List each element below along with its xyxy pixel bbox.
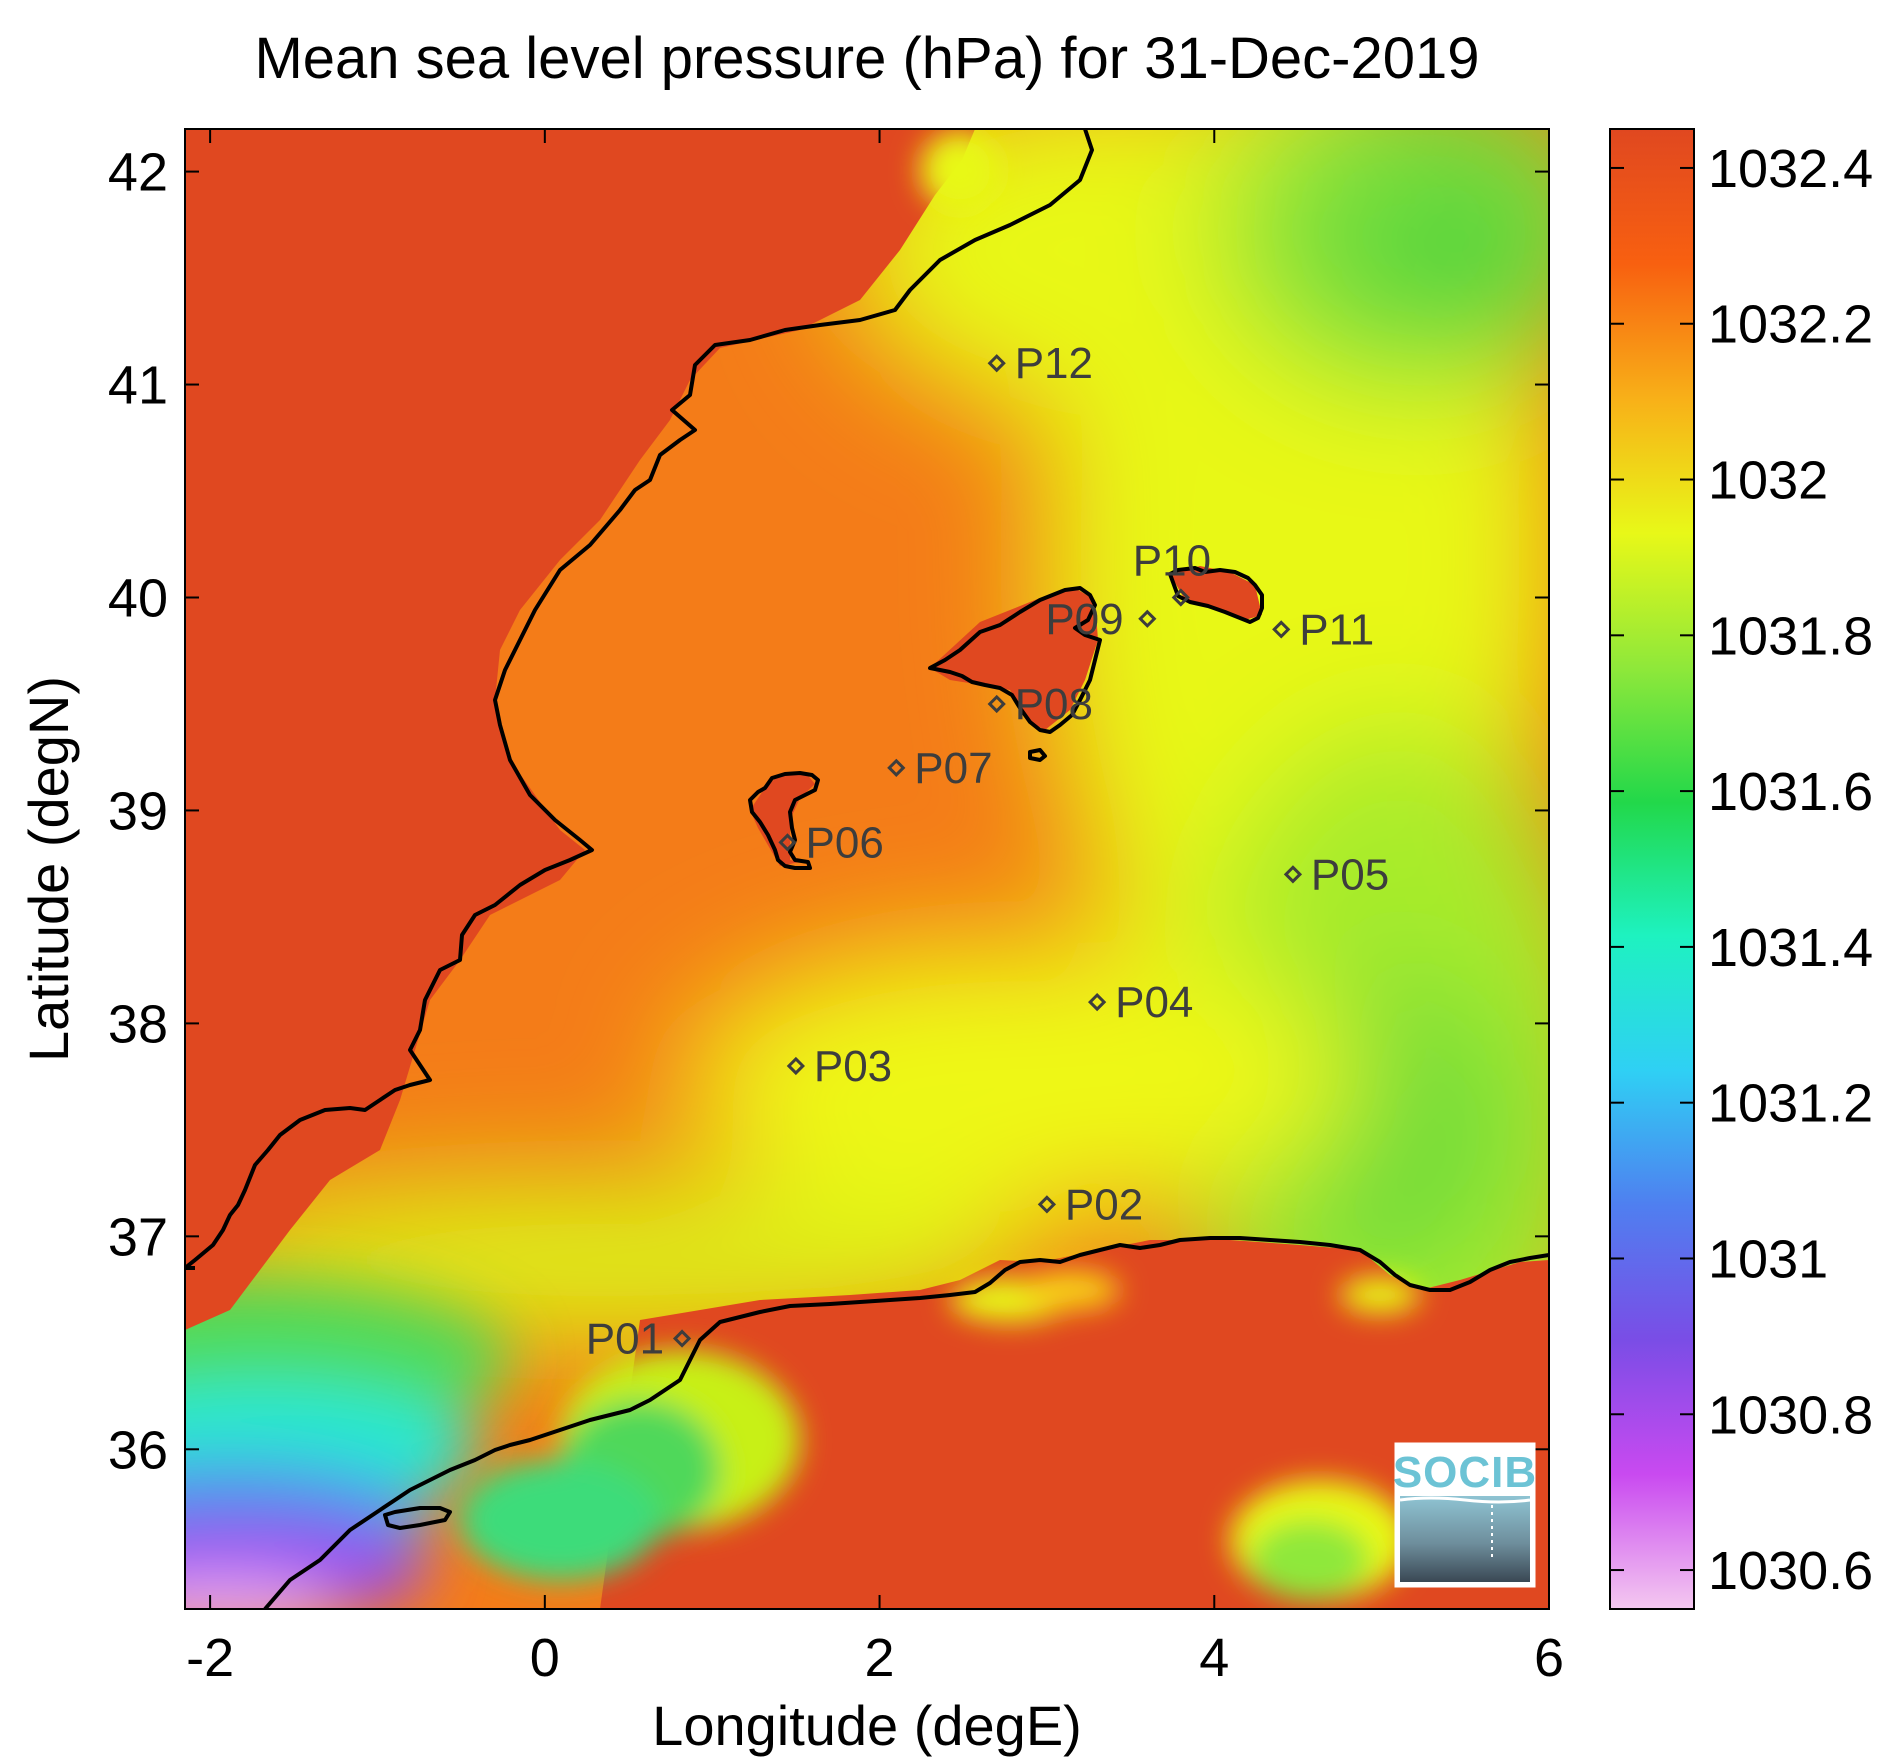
point-label: P12: [1015, 339, 1093, 388]
colorbar-tick-label: 1031.2: [1708, 1074, 1873, 1134]
point-p05: P05: [1283, 850, 1389, 899]
field-southwest-gradient: [185, 1280, 510, 1609]
point-marker: [1171, 588, 1190, 607]
colorbar-tick-label: 1031.4: [1708, 918, 1873, 978]
point-p04: P04: [1087, 978, 1193, 1027]
point-marker: [1283, 865, 1303, 884]
x-axis-label: Longitude (degE): [652, 1694, 1082, 1757]
point-p02: P02: [1037, 1180, 1143, 1229]
plot-frame: [184, 128, 1550, 1610]
point-marker: [1272, 620, 1291, 639]
point-marker: [672, 1329, 692, 1348]
pressure-field: [185, 129, 1549, 1609]
socib-logo: SOCIB: [1393, 1442, 1537, 1588]
land-iberia: [185, 129, 975, 1330]
x-tick-label: 4: [1199, 1628, 1229, 1688]
colorbar-tick-label: 1032.4: [1708, 139, 1873, 199]
y-tick-label: 37: [108, 1207, 168, 1267]
point-label: P05: [1311, 850, 1389, 899]
point-marker: [987, 694, 1006, 714]
point-p07: P07: [887, 744, 993, 793]
chart-title: Mean sea level pressure (hPa) for 31-Dec…: [254, 26, 1479, 91]
point-marker: [778, 833, 797, 852]
point-marker: [1087, 992, 1107, 1012]
coastlines: [185, 129, 1549, 1609]
point-label: P03: [814, 1042, 892, 1091]
colorbar-tick-label: 1030.8: [1708, 1385, 1873, 1445]
point-marker: [1037, 1195, 1057, 1214]
x-tick-label: 0: [530, 1628, 560, 1688]
colorbar-tick-label: 1032: [1708, 451, 1828, 511]
point-label: P09: [1045, 595, 1123, 644]
y-tick-label: 42: [108, 143, 168, 203]
x-tick-label: -2: [186, 1628, 234, 1688]
y-tick-label: 40: [108, 568, 168, 628]
colorbar-tick-label: 1030.6: [1708, 1541, 1873, 1601]
colorbar-frame: [1609, 128, 1695, 1610]
point-label: P02: [1065, 1180, 1143, 1229]
point-p09: P09: [1045, 595, 1157, 644]
point-marker: [1138, 609, 1157, 628]
point-p11: P11: [1272, 605, 1374, 654]
y-tick-label: 39: [108, 781, 168, 841]
land-mallorca: [930, 588, 1098, 730]
point-marker: [887, 758, 906, 777]
colorbar-tick-label: 1031.6: [1708, 762, 1873, 822]
colorbar: 1030.6 1030.8 1031 1031.2 1031.4 1031.6 1031.8…: [1609, 128, 1873, 1610]
x-tick-label: 2: [865, 1628, 895, 1688]
y-tick-label: 41: [108, 356, 168, 416]
point-label: P11: [1299, 605, 1374, 654]
field-africa-patches: [460, 130, 1420, 1600]
colorbar-gradient: [1610, 129, 1694, 1609]
point-p12: P12: [987, 339, 1093, 388]
x-tick-label: 6: [1534, 1628, 1564, 1688]
point-label: P04: [1115, 978, 1193, 1027]
land-ibiza: [750, 772, 815, 866]
y-tick-label: 38: [108, 994, 168, 1054]
y-axis-label: Latitude (degN): [17, 676, 80, 1062]
point-p06: P06: [778, 818, 884, 867]
point-label: P01: [586, 1315, 664, 1364]
point-label: P06: [806, 818, 884, 867]
colorbar-ticks: 1030.6 1030.8 1031 1031.2 1031.4 1031.6 1031.8…: [1610, 139, 1873, 1601]
point-label: P07: [914, 744, 992, 793]
point-label: P10: [1133, 536, 1211, 585]
point-marker: [987, 354, 1006, 373]
axes: -2 0 2 4 6 36 37 38 39 40 41 42: [108, 129, 1564, 1688]
land-menorca: [1170, 566, 1262, 620]
y-tick-label: 36: [108, 1420, 168, 1480]
point-marker: [786, 1056, 805, 1076]
point-p01: P01: [586, 1315, 692, 1364]
colorbar-tick-label: 1031.8: [1708, 606, 1873, 666]
colorbar-tick-label: 1032.2: [1708, 295, 1873, 355]
colorbar-tick-label: 1031: [1708, 1229, 1828, 1289]
point-p03: P03: [786, 1042, 892, 1091]
point-p08: P08: [987, 680, 1093, 729]
point-p10: P10: [1133, 536, 1211, 607]
point-label: P08: [1015, 680, 1093, 729]
logo-text: SOCIB: [1393, 1448, 1537, 1497]
